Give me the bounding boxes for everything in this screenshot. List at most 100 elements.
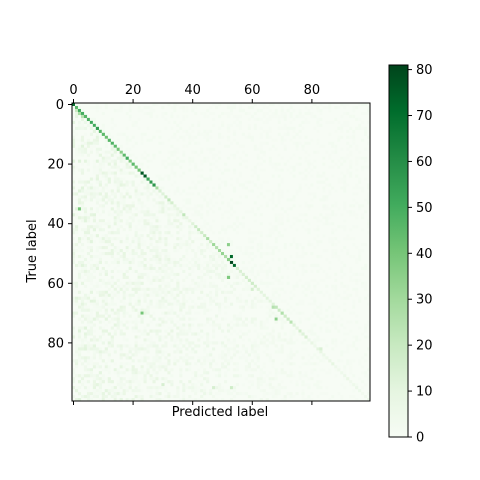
heatmap-cell — [349, 154, 352, 157]
heatmap-cell — [152, 109, 155, 112]
heatmap-cell — [325, 329, 328, 332]
heatmap-cell — [301, 380, 304, 383]
heatmap-cell — [197, 368, 200, 371]
heatmap-cell — [251, 368, 254, 371]
heatmap-cell — [281, 309, 284, 312]
heatmap-cell — [138, 329, 141, 332]
heatmap-cell — [129, 148, 132, 151]
heatmap-cell — [316, 186, 319, 189]
heatmap-cell — [203, 356, 206, 359]
heatmap-cell — [78, 145, 81, 148]
heatmap-cell — [141, 395, 144, 398]
heatmap-cell — [158, 356, 161, 359]
heatmap-cell — [269, 303, 272, 306]
heatmap-cell — [167, 309, 170, 312]
heatmap-cell — [284, 127, 287, 130]
heatmap-cell — [248, 189, 251, 192]
heatmap-cell — [185, 258, 188, 261]
heatmap-cell — [287, 109, 290, 112]
heatmap-cell — [120, 306, 123, 309]
heatmap-cell — [203, 234, 206, 237]
heatmap-cell — [138, 273, 141, 276]
heatmap-cell — [149, 279, 152, 282]
heatmap-cell — [334, 303, 337, 306]
heatmap-cell — [206, 261, 209, 264]
heatmap-cell — [304, 157, 307, 160]
heatmap-cell — [164, 285, 167, 288]
heatmap-cell — [325, 213, 328, 216]
heatmap-cell — [152, 180, 155, 183]
heatmap-cell — [296, 163, 299, 166]
heatmap-cell — [179, 341, 182, 344]
heatmap-cell — [224, 145, 227, 148]
heatmap-cell — [179, 356, 182, 359]
heatmap-cell — [352, 288, 355, 291]
heatmap-cell — [287, 219, 290, 222]
heatmap-cell — [176, 395, 179, 398]
heatmap-cell — [355, 183, 358, 186]
heatmap-cell — [272, 207, 275, 210]
heatmap-cell — [310, 112, 313, 115]
heatmap-cell — [126, 285, 129, 288]
heatmap-cell — [164, 329, 167, 332]
heatmap-cell — [155, 291, 158, 294]
heatmap-cell — [152, 234, 155, 237]
heatmap-cell — [141, 219, 144, 222]
heatmap-cell — [120, 195, 123, 198]
heatmap-cell — [164, 282, 167, 285]
heatmap-cell — [170, 335, 173, 338]
heatmap-cell — [346, 142, 349, 145]
heatmap-cell — [301, 303, 304, 306]
heatmap-cell — [290, 115, 293, 118]
heatmap-cell — [325, 344, 328, 347]
heatmap-cell — [272, 139, 275, 142]
heatmap-cell — [99, 315, 102, 318]
heatmap-cell — [287, 303, 290, 306]
heatmap-cell — [93, 276, 96, 279]
heatmap-cell — [230, 327, 233, 330]
heatmap-cell — [251, 267, 254, 270]
heatmap-cell — [260, 169, 263, 172]
heatmap-cell — [102, 380, 105, 383]
heatmap-cell — [99, 204, 102, 207]
heatmap-cell — [158, 368, 161, 371]
heatmap-cell — [343, 121, 346, 124]
heatmap-cell — [120, 169, 123, 172]
heatmap-cell — [90, 249, 93, 252]
heatmap-cell — [167, 255, 170, 258]
heatmap-cell — [78, 154, 81, 157]
heatmap-cell — [161, 160, 164, 163]
heatmap-cell — [111, 145, 114, 148]
heatmap-cell — [364, 178, 367, 181]
heatmap-cell — [304, 252, 307, 255]
heatmap-cell — [147, 332, 150, 335]
heatmap-cell — [313, 288, 316, 291]
heatmap-cell — [248, 261, 251, 264]
heatmap-cell — [191, 300, 194, 303]
heatmap-cell — [99, 294, 102, 297]
heatmap-cell — [188, 297, 191, 300]
heatmap-cell — [236, 344, 239, 347]
heatmap-cell — [364, 285, 367, 288]
heatmap-cell — [209, 362, 212, 365]
heatmap-cell — [78, 291, 81, 294]
heatmap-cell — [313, 332, 316, 335]
heatmap-cell — [334, 279, 337, 282]
heatmap-cell — [316, 142, 319, 145]
heatmap-cell — [269, 115, 272, 118]
heatmap-cell — [135, 291, 138, 294]
heatmap-cell — [81, 267, 84, 270]
heatmap-cell — [132, 282, 135, 285]
heatmap-cell — [224, 255, 227, 258]
heatmap-cell — [269, 380, 272, 383]
heatmap-cell — [275, 225, 278, 228]
heatmap-cell — [224, 312, 227, 315]
heatmap-cell — [236, 368, 239, 371]
heatmap-cell — [334, 201, 337, 204]
heatmap-cell — [304, 371, 307, 374]
heatmap-cell — [155, 324, 158, 327]
heatmap-cell — [245, 300, 248, 303]
heatmap-cell — [170, 380, 173, 383]
heatmap-cell — [260, 380, 263, 383]
heatmap-cell — [281, 386, 284, 389]
